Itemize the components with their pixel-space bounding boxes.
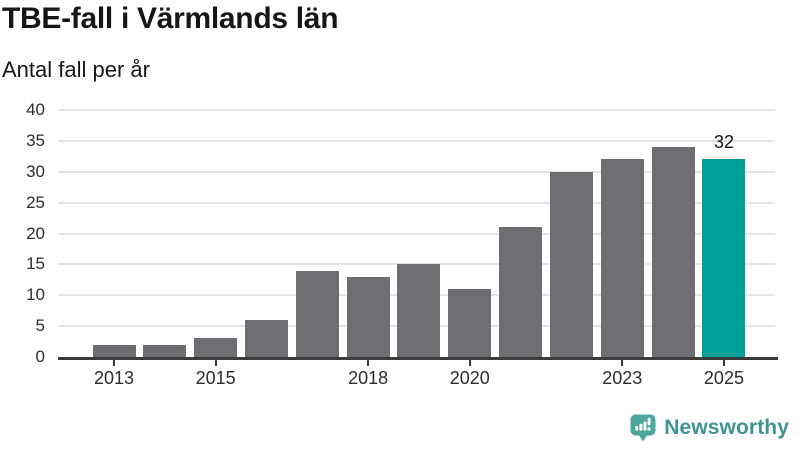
newsworthy-icon (630, 414, 656, 442)
bar-2020 (448, 289, 492, 357)
x-tick-mark (468, 360, 471, 366)
bar-2017 (295, 270, 339, 357)
x-tick-label: 2015 (195, 368, 236, 388)
newsworthy-logo[interactable]: Newsworthy (629, 413, 789, 443)
x-tick-mark (113, 360, 115, 366)
bar-2022 (549, 171, 593, 357)
newsworthy-wordmark: Newsworthy (664, 416, 789, 439)
y-tick-label: 5 (35, 316, 45, 336)
bar-2019 (397, 264, 441, 357)
x-tick-mark (722, 360, 725, 366)
x-tick-mark (621, 360, 624, 366)
bar-2016 (244, 319, 288, 357)
bar-2021 (499, 227, 543, 357)
x-axis: 2013 2015 2018 2020 2023 2025 (58, 357, 778, 402)
gridline-35 (58, 139, 775, 142)
y-tick-label: 0 (35, 347, 45, 366)
x-tick-mark (214, 360, 217, 366)
gridline-25 (58, 201, 775, 204)
bar-2014 (143, 344, 187, 357)
bar-2015 (194, 338, 238, 357)
bar-value-label: 32 (713, 132, 734, 153)
y-tick-label: 20 (26, 223, 45, 243)
x-axis-line (58, 357, 778, 360)
bar-2025 (702, 159, 746, 357)
gridline-20 (58, 232, 775, 235)
y-tick-label: 40 (26, 100, 45, 119)
x-tick-label: 2025 (703, 368, 744, 388)
gridline-30 (58, 170, 775, 173)
x-tick-label: 2020 (449, 368, 490, 388)
y-tick-label: 30 (26, 161, 45, 181)
x-tick-mark (367, 360, 370, 366)
bar-2018 (346, 276, 390, 357)
plot-area: 32 (58, 109, 778, 360)
chart-title: TBE-fall i Värmlands län (2, 2, 339, 35)
y-tick-label: 15 (26, 254, 45, 274)
x-tick-label: 2023 (602, 368, 643, 388)
y-tick-label: 35 (26, 130, 45, 150)
bar-2023 (600, 159, 644, 357)
gridline-40 (58, 109, 775, 111)
x-tick-label: 2018 (348, 368, 389, 388)
bar-2013 (92, 344, 136, 357)
y-tick-label: 10 (26, 285, 45, 305)
x-tick-label: 2013 (93, 368, 135, 388)
chart-subtitle: Antal fall per år (2, 57, 150, 82)
bar-2024 (651, 147, 695, 357)
y-tick-label: 25 (26, 192, 45, 212)
